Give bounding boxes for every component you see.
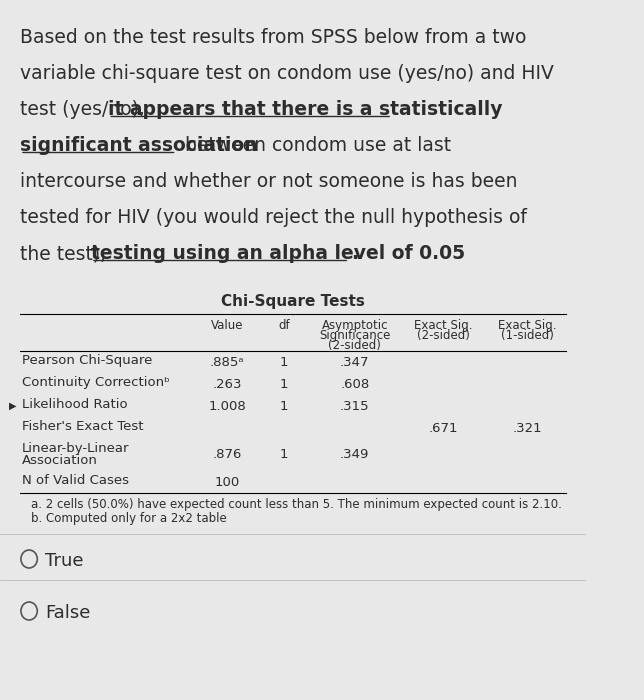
Text: it appears that there is a statistically: it appears that there is a statistically [108,100,503,119]
Text: .315: .315 [340,400,370,412]
Text: .: . [351,244,358,263]
Text: Asymptotic: Asymptotic [321,319,388,332]
Text: .347: .347 [340,356,370,368]
Text: Linear-by-Linear: Linear-by-Linear [22,442,129,455]
Text: 1: 1 [279,356,288,368]
Text: testing using an alpha level of 0.05: testing using an alpha level of 0.05 [91,244,465,263]
Text: tested for HIV (you would reject the null hypothesis of: tested for HIV (you would reject the nul… [20,208,527,227]
Text: .349: .349 [340,449,370,461]
Text: 1: 1 [279,400,288,412]
Text: .885ᵃ: .885ᵃ [210,356,245,368]
Text: 1: 1 [279,449,288,461]
Text: (2-sided): (2-sided) [417,329,469,342]
Text: test (yes/no),: test (yes/no), [20,100,151,119]
Text: Chi-Square Tests: Chi-Square Tests [221,294,365,309]
Text: df: df [278,319,290,332]
Text: ▶: ▶ [9,401,17,411]
Text: 1.008: 1.008 [209,400,246,412]
Text: the test),: the test), [20,244,112,263]
Text: Exact Sig.: Exact Sig. [414,319,472,332]
Text: a. 2 cells (50.0%) have expected count less than 5. The minimum expected count i: a. 2 cells (50.0%) have expected count l… [31,498,562,511]
Text: Likelihood Ratio: Likelihood Ratio [22,398,128,411]
Text: Exact Sig.: Exact Sig. [498,319,557,332]
Text: b. Computed only for a 2x2 table: b. Computed only for a 2x2 table [31,512,227,525]
Text: False: False [46,604,91,622]
Text: 1: 1 [279,377,288,391]
Text: .263: .263 [213,377,242,391]
Text: Fisher's Exact Test: Fisher's Exact Test [22,420,144,433]
Text: Continuity Correctionᵇ: Continuity Correctionᵇ [22,376,170,389]
Text: variable chi-square test on condom use (yes/no) and HIV: variable chi-square test on condom use (… [20,64,554,83]
Text: .321: .321 [513,421,542,435]
Text: .608: .608 [340,377,370,391]
Text: N of Valid Cases: N of Valid Cases [22,474,129,487]
Text: significant association: significant association [20,136,258,155]
Text: Value: Value [211,319,243,332]
Text: True: True [46,552,84,570]
Text: between condom use at last: between condom use at last [179,136,451,155]
Text: (1-sided): (1-sided) [501,329,554,342]
Text: intercourse and whether or not someone is has been: intercourse and whether or not someone i… [20,172,518,191]
Text: Association: Association [22,454,98,467]
Text: Significance: Significance [319,329,390,342]
Text: 100: 100 [215,475,240,489]
Text: (2-sided): (2-sided) [328,339,381,352]
Text: Pearson Chi-Square: Pearson Chi-Square [22,354,152,367]
Text: Based on the test results from SPSS below from a two: Based on the test results from SPSS belo… [20,28,526,47]
Text: .671: .671 [428,421,458,435]
Text: .876: .876 [213,449,242,461]
